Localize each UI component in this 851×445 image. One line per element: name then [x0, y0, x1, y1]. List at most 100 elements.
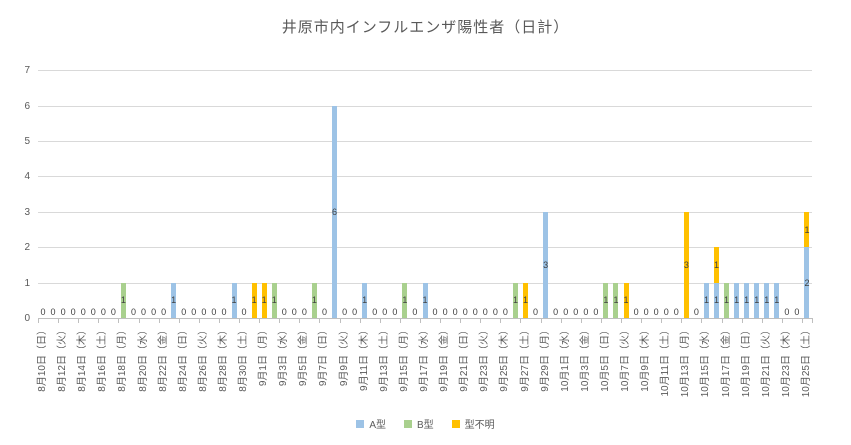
- bar-segment-u: [261, 282, 267, 318]
- x-axis-label: 10月19日（日）: [740, 325, 752, 398]
- bar-segment-a: [804, 247, 810, 318]
- zero-label: 0: [70, 307, 76, 317]
- data-label: 1: [603, 295, 609, 306]
- zero-label: 0: [291, 307, 297, 317]
- y-axis-label: 7: [24, 65, 30, 77]
- zero-label: 0: [673, 307, 679, 317]
- zero-label: 0: [161, 307, 167, 317]
- data-label: 1: [774, 295, 780, 306]
- axis-tick: [218, 319, 220, 323]
- zero-label: 0: [573, 307, 579, 317]
- data-label: 1: [512, 295, 518, 306]
- data-label: 1: [261, 295, 267, 306]
- axis-tick: [781, 319, 783, 323]
- x-axis-label: 9月19日（金）: [439, 325, 451, 392]
- zero-label: 0: [241, 307, 247, 317]
- x-axis-label: 8月30日（土）: [238, 325, 250, 392]
- legend-swatch-b-icon: [404, 419, 412, 428]
- x-axis-label: 9月1日（月）: [258, 325, 270, 387]
- zero-label: 0: [482, 307, 488, 317]
- x-axis-label: 10月9日（木）: [640, 325, 652, 392]
- x-axis-label: 9月7日（日）: [318, 325, 330, 387]
- data-label: 1: [703, 295, 709, 306]
- x-axis-label: 8月14日（木）: [77, 325, 89, 392]
- data-label: 1: [764, 295, 770, 306]
- y-axis-label: 0: [24, 313, 30, 324]
- x-axis-label: 8月16日（土）: [97, 325, 109, 392]
- data-label: 3: [683, 259, 689, 270]
- zero-label: 0: [693, 307, 699, 317]
- data-label: 1: [171, 295, 177, 306]
- y-axis-label: 4: [24, 171, 30, 183]
- gridline: [38, 211, 812, 213]
- bar-segment-u: [251, 282, 257, 318]
- zero-label: 0: [100, 307, 106, 317]
- zero-label: 0: [141, 307, 147, 317]
- bar-segment-u: [523, 282, 529, 318]
- x-axis-label: 9月29日（月）: [539, 325, 551, 392]
- bar-segment-b: [603, 282, 609, 318]
- bar-segment-a: [422, 282, 428, 318]
- axis-tick: [78, 319, 80, 323]
- x-axis-label: 10月3日（金）: [579, 325, 591, 392]
- bar-segment-a: [764, 282, 770, 318]
- axis-tick: [812, 319, 813, 323]
- y-axis-label: 1: [24, 277, 30, 289]
- bar-segment-u: [714, 247, 719, 283]
- zero-label: 0: [321, 307, 327, 317]
- data-label: 1: [251, 295, 257, 306]
- axis-tick: [399, 319, 401, 323]
- bar-segment-b: [271, 282, 277, 318]
- axis-tick: [259, 319, 261, 323]
- x-axis-label: 9月5日（金）: [298, 325, 310, 387]
- x-axis-label: 8月18日（月）: [117, 325, 129, 392]
- x-axis-label: 8月26日（火）: [197, 325, 209, 392]
- zero-label: 0: [643, 307, 649, 317]
- x-axis-label: 10月1日（水）: [559, 325, 571, 392]
- zero-label: 0: [472, 307, 478, 317]
- zero-label: 0: [191, 307, 197, 317]
- bar-segment-u: [683, 211, 689, 318]
- zero-label: 0: [90, 307, 96, 317]
- zero-label: 0: [221, 307, 227, 317]
- axis-tick: [641, 319, 643, 323]
- bar-segment-a: [714, 282, 719, 318]
- zero-label: 0: [653, 307, 659, 317]
- bar-segment-a: [774, 282, 780, 318]
- zero-label: 0: [372, 307, 378, 317]
- x-axis-label: 10月21日（火）: [760, 325, 772, 398]
- data-label: 1: [613, 295, 619, 306]
- data-label: 1: [120, 295, 126, 306]
- data-label: 1: [713, 295, 719, 306]
- data-label: 3: [543, 259, 549, 270]
- x-axis-label: 9月11日（木）: [358, 325, 370, 391]
- x-axis-label: 10月11日（土）: [660, 325, 672, 397]
- zero-label: 0: [60, 307, 66, 317]
- legend-item-a: A型: [356, 416, 386, 431]
- x-axis-label: 8月24日（日）: [177, 325, 189, 392]
- axis-tick: [339, 319, 341, 323]
- x-axis-label: 8月28日（木）: [217, 325, 229, 392]
- axis-tick: [299, 319, 301, 323]
- legend-label-u: 型不明: [464, 420, 495, 431]
- zero-label: 0: [432, 307, 438, 317]
- axis-tick: [761, 319, 763, 323]
- zero-label: 0: [784, 307, 790, 317]
- gridline: [38, 176, 812, 178]
- axis-tick: [118, 319, 120, 323]
- axis-tick: [480, 319, 482, 323]
- axis-tick: [359, 319, 361, 323]
- y-axis-label: 3: [24, 206, 30, 218]
- zero-label: 0: [412, 307, 418, 317]
- zero-label: 0: [553, 307, 559, 317]
- zero-label: 0: [563, 307, 569, 317]
- x-axis-label: 9月23日（火）: [479, 325, 491, 392]
- axis-tick: [158, 319, 160, 323]
- x-axis-label: 9月17日（水）: [419, 325, 430, 392]
- bar-segment-b: [120, 282, 126, 318]
- bar-segment-b: [512, 282, 518, 318]
- axis-tick: [178, 319, 180, 323]
- bar-segment-b: [613, 282, 619, 318]
- x-axis-label: 9月9日（火）: [338, 325, 350, 387]
- axis-tick: [198, 319, 200, 323]
